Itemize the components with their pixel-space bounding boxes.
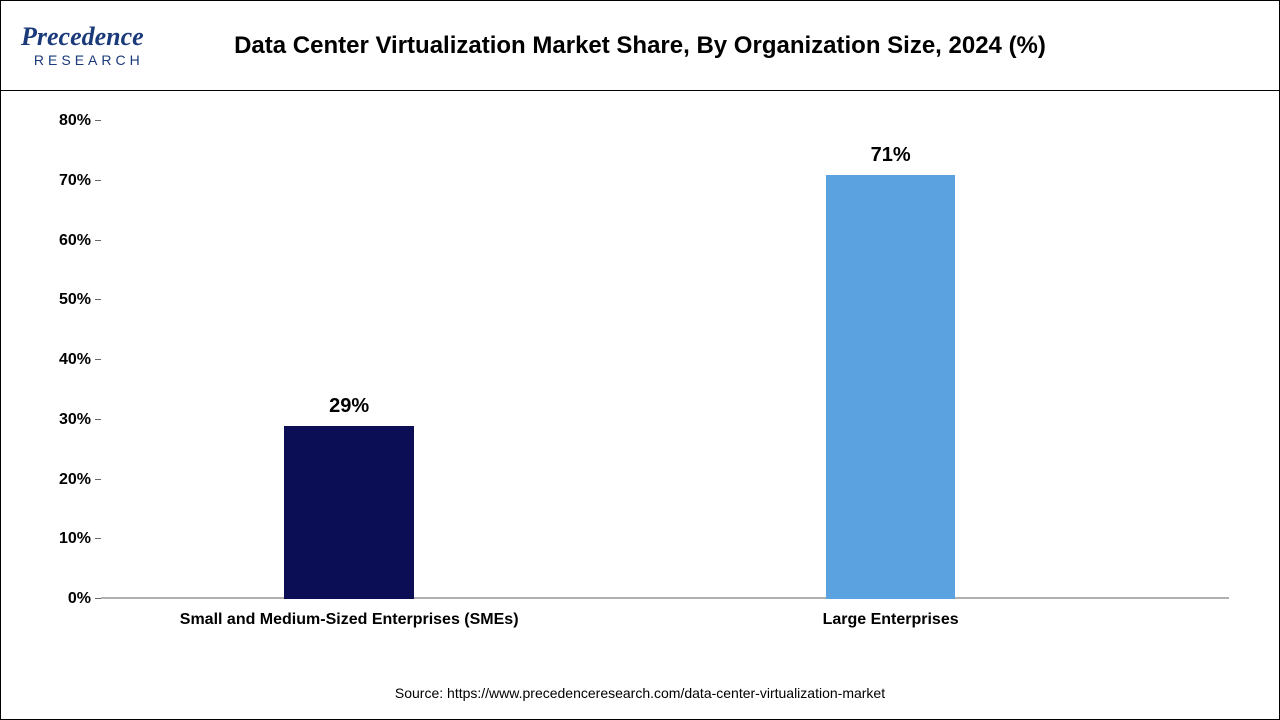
logo-main-text: Precedence bbox=[21, 24, 144, 50]
y-tick-label: 10% bbox=[59, 530, 101, 548]
source-citation: Source: https://www.precedenceresearch.c… bbox=[1, 685, 1279, 701]
logo-sub-text: RESEARCH bbox=[21, 52, 144, 68]
y-tick-label: 30% bbox=[59, 411, 101, 429]
bar: 29% bbox=[284, 426, 414, 599]
y-tick-label: 60% bbox=[59, 232, 101, 250]
y-tick-mark bbox=[95, 359, 101, 360]
y-tick-label: 0% bbox=[68, 590, 101, 608]
y-tick-label: 20% bbox=[59, 471, 101, 489]
y-tick-label: 40% bbox=[59, 351, 101, 369]
y-tick-label: 50% bbox=[59, 291, 101, 309]
x-category-label: Large Enterprises bbox=[823, 611, 959, 629]
y-tick-mark bbox=[95, 598, 101, 599]
y-tick-mark bbox=[95, 538, 101, 539]
chart-area: 0% 10% 20% 30% 40% 50% 60% 70% 80% 29% Small and M… bbox=[1, 91, 1279, 719]
x-category-label: Small and Medium-Sized Enterprises (SMEs… bbox=[180, 611, 519, 629]
y-tick-mark bbox=[95, 299, 101, 300]
header-section: Precedence RESEARCH Data Center Virtuali… bbox=[1, 1, 1279, 91]
chart-container: Precedence RESEARCH Data Center Virtuali… bbox=[0, 0, 1280, 720]
y-tick-label: 70% bbox=[59, 172, 101, 190]
brand-logo: Precedence RESEARCH bbox=[21, 24, 144, 68]
y-tick-label: 80% bbox=[59, 112, 101, 130]
y-tick-mark bbox=[95, 419, 101, 420]
plot-region: 0%10%20%30%40%50%60%70%80%29%Small and M… bbox=[101, 121, 1229, 599]
bar-value-label: 29% bbox=[329, 395, 369, 418]
x-axis-line bbox=[101, 597, 1229, 599]
y-tick-mark bbox=[95, 180, 101, 181]
y-tick-mark bbox=[95, 120, 101, 121]
y-tick-mark bbox=[95, 240, 101, 241]
bar: 71% bbox=[826, 175, 956, 599]
chart-title: Data Center Virtualization Market Share,… bbox=[21, 30, 1259, 61]
y-tick-mark bbox=[95, 479, 101, 480]
bar-value-label: 71% bbox=[871, 144, 911, 167]
